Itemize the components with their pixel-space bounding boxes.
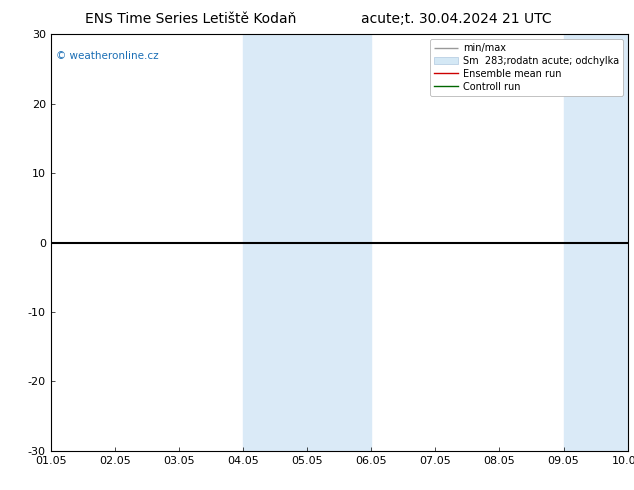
Bar: [243, 34, 307, 451]
Bar: [628, 34, 634, 451]
Bar: [564, 34, 628, 451]
Text: acute;t. 30.04.2024 21 UTC: acute;t. 30.04.2024 21 UTC: [361, 12, 552, 26]
Text: ENS Time Series Letiště Kodaň: ENS Time Series Letiště Kodaň: [84, 12, 296, 26]
Bar: [307, 34, 372, 451]
Text: © weatheronline.cz: © weatheronline.cz: [56, 51, 159, 61]
Legend: min/max, Sm  283;rodatn acute; odchylka, Ensemble mean run, Controll run: min/max, Sm 283;rodatn acute; odchylka, …: [430, 39, 623, 96]
